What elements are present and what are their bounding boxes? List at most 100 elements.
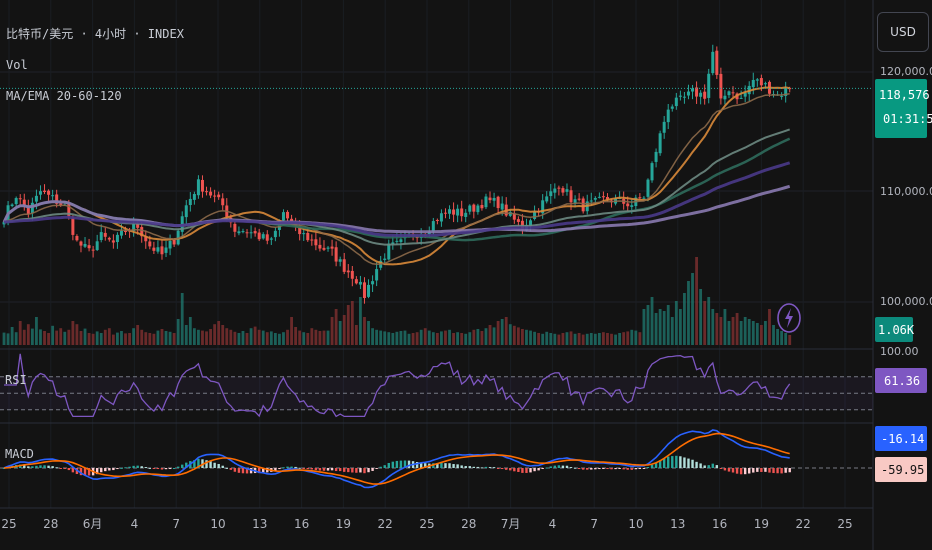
macd-histogram-bar: [719, 468, 723, 469]
volume-bar: [759, 325, 763, 345]
time-axis-label: 16: [712, 517, 727, 531]
macd-histogram-bar: [124, 467, 127, 469]
candle-body: [549, 191, 553, 197]
macd-histogram-bar: [675, 455, 678, 468]
volume-bar: [500, 319, 504, 345]
volume-bar: [577, 333, 581, 345]
candle-body: [83, 243, 87, 247]
volume-bar: [338, 321, 342, 345]
volume-bar: [585, 333, 589, 345]
macd-histogram-bar: [424, 463, 427, 468]
volume-bar: [504, 317, 508, 345]
time-axis-label: 6月: [83, 517, 103, 531]
macd-histogram-bar: [598, 468, 601, 470]
macd-histogram-bar: [533, 468, 536, 472]
macd-histogram-bar: [517, 468, 520, 472]
macd-histogram-bar: [606, 468, 609, 469]
volume-bar: [346, 305, 350, 345]
rsi-panel: [0, 353, 873, 418]
candle-body: [646, 179, 650, 197]
volume-bar: [723, 309, 727, 345]
volume-bar: [172, 333, 176, 345]
candle-body: [682, 96, 686, 98]
time-axis: 25 28 6月 4 7 10 13 16 19 22 25 28 7月 4 7 10 13 16 19 22 25: [1, 517, 852, 531]
macd-histogram-bar: [148, 467, 152, 469]
candle-body: [43, 190, 47, 192]
volume-bars: [2, 257, 792, 345]
macd-histogram-bar: [318, 468, 322, 471]
macd-histogram-bar: [359, 468, 362, 473]
candle-body: [192, 194, 196, 200]
macd-histogram-bar: [181, 464, 184, 468]
macd-histogram-bar: [484, 466, 488, 468]
candle-body: [87, 245, 91, 249]
candle-body: [172, 239, 176, 245]
macd-histogram-bar: [622, 468, 625, 470]
macd-histogram-bar: [47, 465, 50, 468]
volume-bar: [233, 331, 237, 345]
macd-histogram-bar: [513, 468, 516, 472]
macd-histogram-bar: [590, 468, 593, 470]
time-axis-label: 25: [837, 517, 852, 531]
candle-body: [358, 281, 362, 285]
macd-label: MACD: [5, 447, 34, 461]
volume-bar: [614, 334, 617, 345]
candle-body: [273, 230, 277, 238]
macd-histogram-bar: [237, 468, 241, 473]
candle-body: [375, 269, 379, 281]
price-tick: 120,000.00: [880, 65, 932, 78]
volume-bar: [192, 328, 196, 345]
volume-bar: [492, 327, 496, 345]
volume-bar: [201, 330, 204, 345]
candle-body: [51, 195, 55, 197]
macd-histogram-bar: [557, 465, 561, 468]
volume-bar: [322, 330, 326, 345]
candle-body: [581, 198, 585, 212]
macd-histogram-bar: [55, 467, 58, 469]
volume-bar: [703, 301, 707, 345]
macd-histogram-bar: [691, 459, 694, 468]
currency-button[interactable]: USD: [877, 12, 929, 52]
volume-bar: [788, 335, 792, 345]
macd-histogram-bar: [537, 468, 540, 471]
volume-bar: [221, 325, 225, 345]
macd-histogram-bar: [383, 465, 386, 468]
candle-body: [605, 197, 609, 200]
volume-bar: [379, 330, 383, 345]
volume-bar: [10, 327, 14, 345]
candle-body: [456, 208, 460, 216]
bar-countdown: 01:31:50: [883, 112, 932, 126]
macd-histogram-bar: [35, 465, 38, 468]
volume-bar: [257, 329, 261, 345]
ema120-line: [3, 161, 791, 237]
macd-histogram-bar: [760, 468, 763, 472]
candle-body: [452, 209, 456, 215]
volume-bar: [120, 331, 123, 345]
macd-histogram-bar: [262, 468, 265, 473]
lightning-icon[interactable]: [776, 301, 802, 335]
volume-bar: [269, 331, 273, 345]
macd-histogram-bar: [100, 468, 103, 473]
candle-body: [245, 232, 249, 234]
volume-bar: [707, 297, 711, 345]
volume-bar: [39, 329, 42, 345]
macd-histogram-bar: [586, 468, 589, 470]
macd-histogram-bar: [496, 468, 500, 469]
macd-histogram-bar: [610, 468, 613, 470]
volume-bar: [261, 330, 265, 345]
volume-bar: [650, 297, 654, 345]
candle-body: [395, 240, 399, 242]
macd-value: -16.14: [881, 432, 924, 446]
macd-histogram-bar: [355, 468, 358, 473]
macd-histogram-bar: [290, 466, 293, 468]
macd-histogram-bar: [160, 468, 164, 470]
macd-histogram-bar: [768, 468, 771, 473]
candle-body: [496, 196, 500, 209]
volume-bar: [197, 329, 200, 345]
candle-body: [47, 190, 51, 195]
volume-bar: [180, 293, 184, 345]
candle-body: [670, 106, 674, 109]
macd-histogram-bar: [241, 468, 245, 474]
candle-body: [136, 223, 140, 228]
